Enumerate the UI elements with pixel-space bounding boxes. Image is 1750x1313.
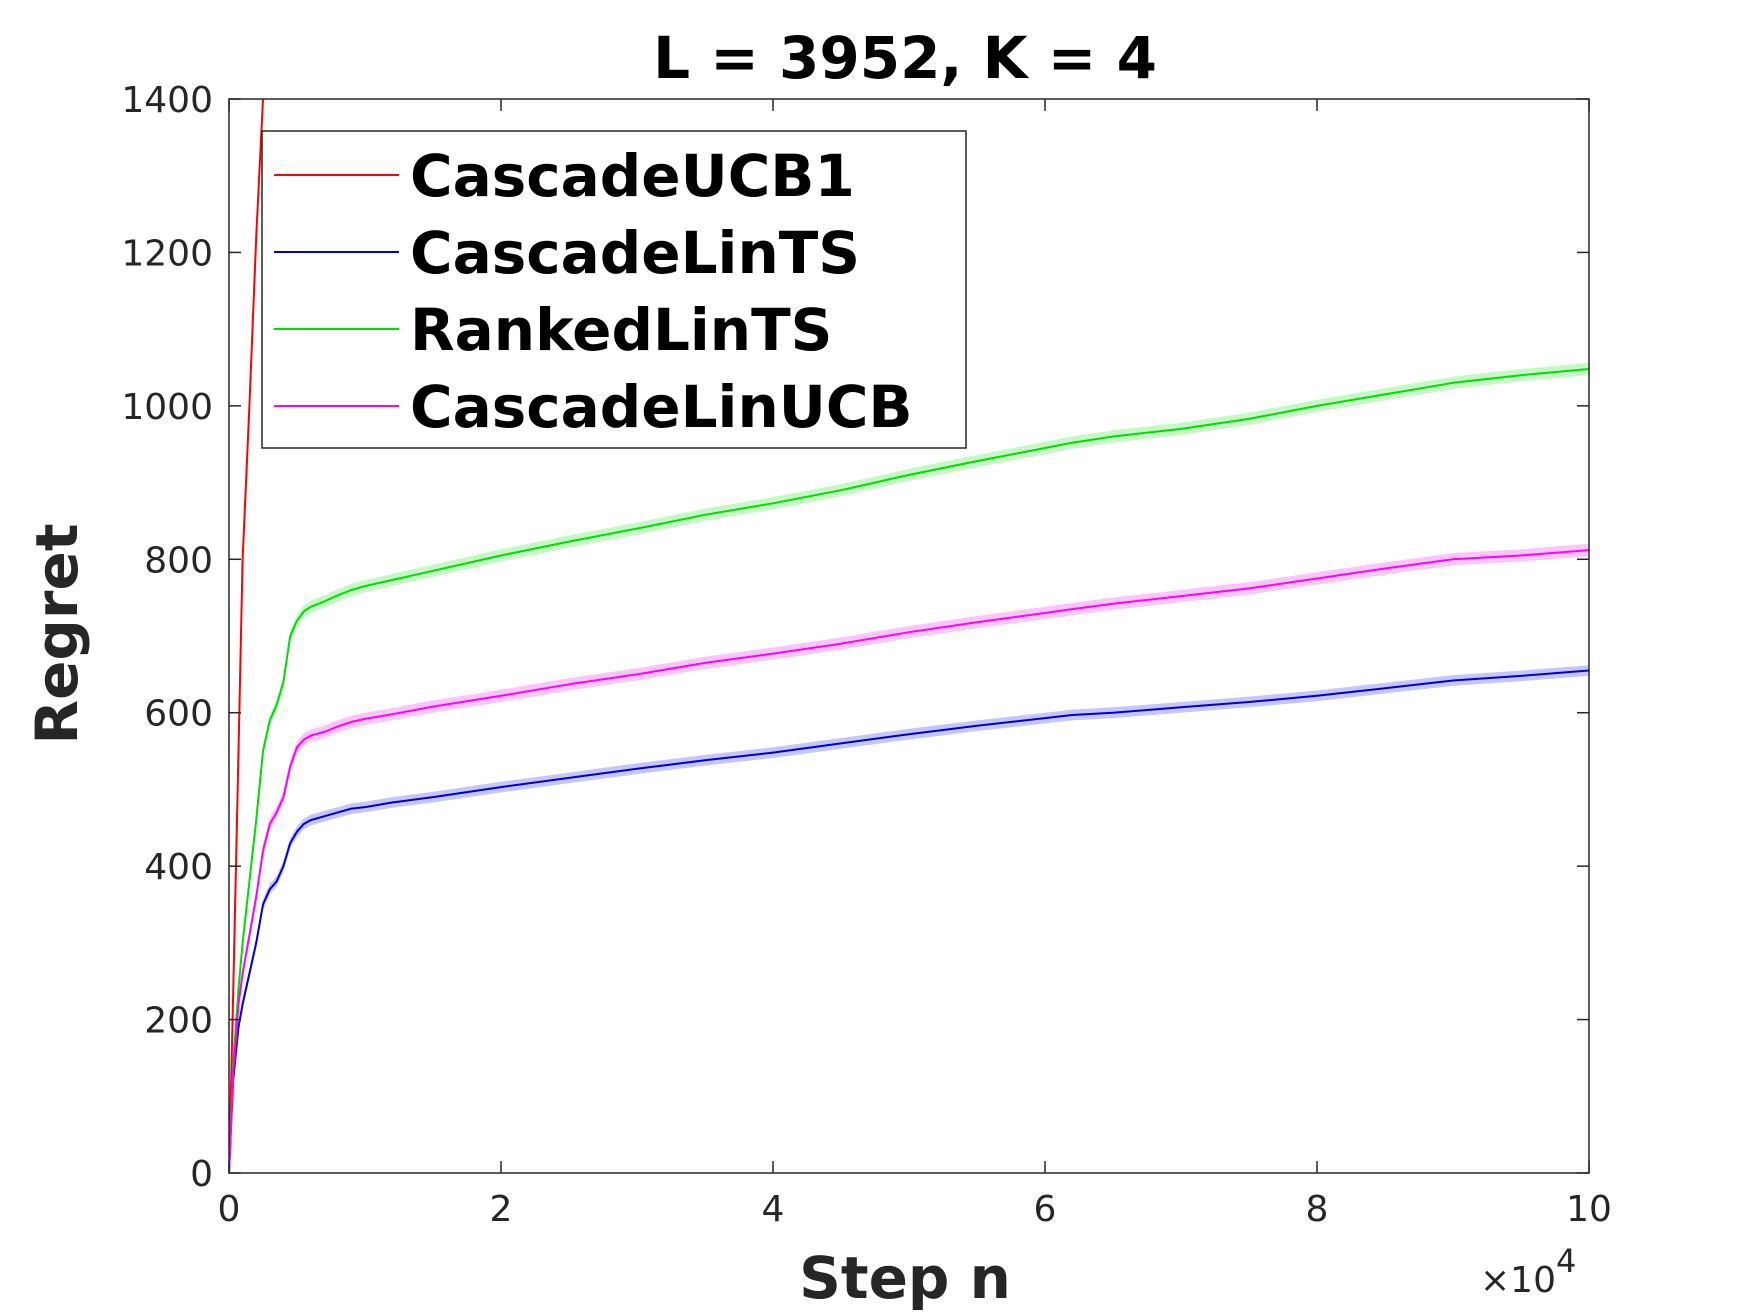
legend: CascadeUCB1 CascadeLinTS RankedLinTS Cascad… — [261, 130, 967, 449]
y-tick-label: 1200 — [121, 233, 213, 274]
x-tick-label: 4 — [762, 1189, 785, 1230]
x-tick-label: 0 — [218, 1189, 241, 1230]
series-line-cascadeucb1 — [229, 99, 264, 1173]
legend-entry: CascadeLinTS — [410, 219, 860, 287]
y-tick-label: 400 — [144, 847, 213, 888]
x-axis-multiplier-exponent: 4 — [1556, 1242, 1576, 1280]
legend-box — [261, 130, 967, 449]
chart-title: L = 3952, K = 4 — [653, 24, 1157, 92]
x-tick-label: 8 — [1306, 1189, 1329, 1230]
y-axis-label: Regret — [23, 523, 91, 744]
x-axis-multiplier-base: ×10 — [1480, 1260, 1556, 1301]
series-line-rankedlints — [229, 368, 1589, 1173]
series-line-cascadelinucb — [229, 549, 1589, 1173]
x-tick-label: 10 — [1566, 1189, 1612, 1230]
x-tick-label: 2 — [490, 1189, 513, 1230]
x-axis-label: Step n — [799, 1244, 1011, 1312]
y-tick-label: 0 — [190, 1154, 213, 1195]
y-tick-label: 200 — [144, 1001, 213, 1042]
axes: 0 2 4 6 8 10 0 200 400 600 800 1000 1200 1400 — [121, 80, 1612, 1230]
legend-entry: RankedLinTS — [410, 296, 832, 364]
legend-entry: CascadeLinUCB — [410, 373, 913, 441]
series-line-cascadelints — [229, 669, 1589, 1173]
axes-box — [228, 98, 1590, 1174]
x-tick-label: 6 — [1034, 1189, 1057, 1230]
y-tick-label: 1400 — [121, 80, 213, 121]
y-tick-label: 600 — [144, 694, 213, 735]
plot-area — [229, 99, 1589, 1173]
y-tick-label: 1000 — [121, 387, 213, 428]
x-axis-multiplier: ×104 — [1480, 1242, 1576, 1301]
y-tick-label: 800 — [144, 540, 213, 581]
legend-entry: CascadeUCB1 — [410, 142, 855, 210]
